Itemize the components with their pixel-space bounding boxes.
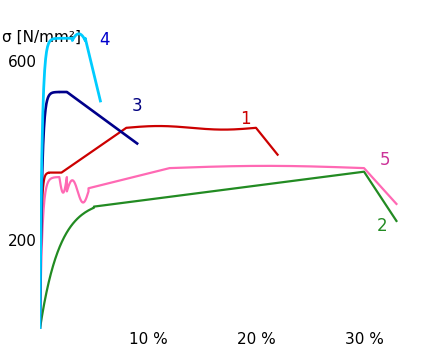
Text: σ [N/mm²]: σ [N/mm²]	[2, 29, 81, 45]
Text: 5: 5	[380, 150, 391, 169]
Text: 1: 1	[240, 110, 250, 128]
Text: 2: 2	[377, 217, 388, 235]
Text: 4: 4	[99, 31, 110, 49]
Text: 3: 3	[132, 97, 142, 115]
